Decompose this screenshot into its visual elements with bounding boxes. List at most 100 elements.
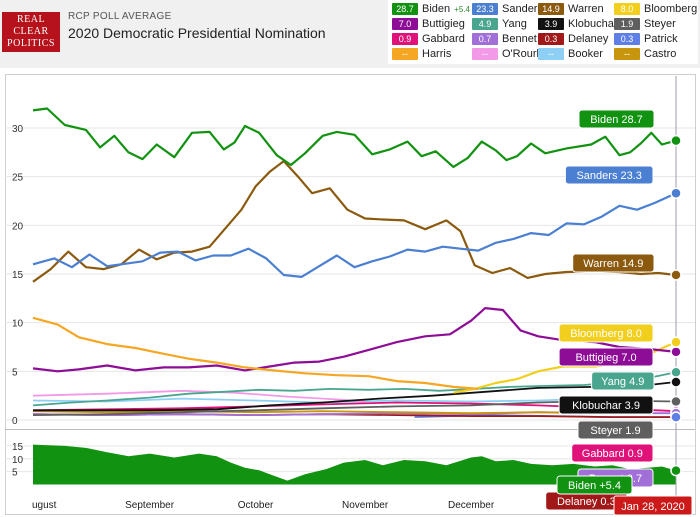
end-dot <box>670 346 682 358</box>
end-label-box <box>578 109 655 129</box>
logo-line: REAL <box>16 14 46 25</box>
series-line-sanders <box>32 192 677 278</box>
end-dot <box>670 269 682 281</box>
x-tick-label: September <box>125 500 175 511</box>
legend-name: Warren <box>568 3 604 16</box>
y-tick-label: 30 <box>12 124 24 135</box>
series-line-orourke <box>32 389 366 403</box>
chart-header: REAL CLEAR POLITICS RCP POLL AVERAGE 202… <box>0 0 700 68</box>
logo-line: CLEAR <box>13 26 49 37</box>
end-dot <box>670 366 682 379</box>
legend-name: Patrick <box>644 33 678 46</box>
legend-value: 7.0 <box>392 18 418 31</box>
legend-value: 14.9 <box>538 3 564 16</box>
legend-name: Booker <box>568 48 603 61</box>
legend-item[interactable]: 0.3 Delaney <box>538 33 608 47</box>
series-line-castro <box>32 410 585 415</box>
end-dot <box>670 336 682 348</box>
chart-title: 2020 Democratic Presidential Nomination <box>68 25 326 41</box>
x-tick-label: ugust <box>32 500 57 511</box>
y-tick-label: 10 <box>12 319 24 330</box>
legend-value: -- <box>392 48 418 61</box>
series-line-harris <box>32 316 479 390</box>
date-label: Jan 28, 2020 <box>621 501 685 513</box>
legend-name: Steyer <box>644 18 676 31</box>
plot-frame <box>5 74 696 515</box>
legend-value: -- <box>538 48 564 61</box>
y-tick-label: 15 <box>12 270 24 281</box>
end-label-box <box>558 323 654 343</box>
legend-name: Gabbard <box>422 33 465 46</box>
legend-value: -- <box>614 48 640 61</box>
legend-item[interactable]: 0.3 Patrick <box>614 33 678 47</box>
legend-value: 3.9 <box>538 18 564 31</box>
end-label: Warren 14.9 <box>583 258 643 270</box>
legend-spread: +5.4 <box>454 4 470 14</box>
legend-value: 0.9 <box>392 33 418 46</box>
x-tick-label: December <box>448 500 495 511</box>
legend-name: Sanders <box>502 3 543 16</box>
legend-name: Harris <box>422 48 452 61</box>
end-label: Gabbard 0.9 <box>582 448 643 460</box>
end-label: Yang 4.9 <box>601 376 644 388</box>
y-tick-label: 25 <box>12 173 24 184</box>
legend-item[interactable]: -- O'Rourke <box>472 48 548 62</box>
rcp-logo[interactable]: REAL CLEAR POLITICS <box>2 12 60 52</box>
end-label: Klobuchar 3.9 <box>572 400 640 412</box>
end-label-box <box>572 253 655 273</box>
end-dot <box>670 411 682 423</box>
legend-item[interactable]: 14.9 Warren <box>538 3 604 17</box>
end-dot <box>670 395 682 408</box>
legend-item[interactable]: 1.9 Steyer <box>614 18 676 32</box>
legend-value: 23.3 <box>472 3 498 16</box>
series-line-warren <box>32 160 677 283</box>
end-label: Delaney 0.3 <box>557 496 616 508</box>
end-dot <box>670 187 682 199</box>
end-label: Sanders 23.3 <box>576 170 641 182</box>
spread-end-dot <box>670 464 682 477</box>
x-tick-label: October <box>238 500 274 511</box>
spread-end-label: Biden +5.4 <box>568 480 621 492</box>
spread-y-tick-label: 5 <box>12 468 18 479</box>
end-label: Buttigieg 7.0 <box>575 352 636 364</box>
x-tick-label: November <box>342 500 389 511</box>
legend-item[interactable]: 28.7 Biden +5.4 <box>392 3 470 17</box>
y-tick-label: 5 <box>12 367 18 378</box>
logo-line: POLITICS <box>7 38 55 49</box>
legend-name: Bloomberg <box>644 3 698 16</box>
legend-value: 0.3 <box>614 33 640 46</box>
legend-name: Delaney <box>568 33 609 46</box>
legend-item[interactable]: 23.3 Sanders <box>472 3 543 17</box>
date-label-box <box>613 495 693 516</box>
legend-name: Yang <box>502 18 527 31</box>
legend-item[interactable]: -- Harris <box>392 48 451 62</box>
series-line-biden <box>32 107 677 168</box>
legend-value: 28.7 <box>392 3 418 16</box>
end-label-box <box>558 347 654 367</box>
legend-name: Bennet <box>502 33 537 46</box>
legend-name: Biden <box>422 3 451 16</box>
end-label: Biden 28.7 <box>590 114 643 126</box>
spread-area-biden <box>33 444 676 485</box>
legend-value: 8.0 <box>614 3 640 16</box>
chart-subtitle: RCP POLL AVERAGE <box>68 11 172 22</box>
legend-item[interactable]: 7.0 Buttigieg <box>392 18 465 32</box>
candidate-legend: 28.7 Biden +5.4 23.3 Sanders 14.9 Warren 8.0 Blo… <box>388 0 698 64</box>
legend-item[interactable]: 0.7 Bennet <box>472 33 537 47</box>
spread-end-label-box <box>556 475 633 495</box>
spread-y-tick-label: 10 <box>12 455 24 466</box>
end-label-box <box>577 420 654 440</box>
legend-item[interactable]: 4.9 Yang <box>472 18 527 32</box>
legend-name: Klobuchar <box>568 18 618 31</box>
legend-item[interactable]: 0.9 Gabbard <box>392 33 465 47</box>
legend-value: 0.7 <box>472 33 498 46</box>
legend-item[interactable]: -- Booker <box>538 48 603 62</box>
end-label-box <box>571 443 654 463</box>
end-label-box <box>591 371 655 391</box>
legend-item[interactable]: -- Castro <box>614 48 676 62</box>
legend-item[interactable]: 3.9 Klobuchar <box>538 18 618 32</box>
end-label: Bloomberg 8.0 <box>570 328 642 340</box>
end-label: Steyer 1.9 <box>590 425 640 437</box>
legend-name: Buttigieg <box>422 18 465 31</box>
legend-item[interactable]: 8.0 Bloomberg <box>614 3 697 17</box>
